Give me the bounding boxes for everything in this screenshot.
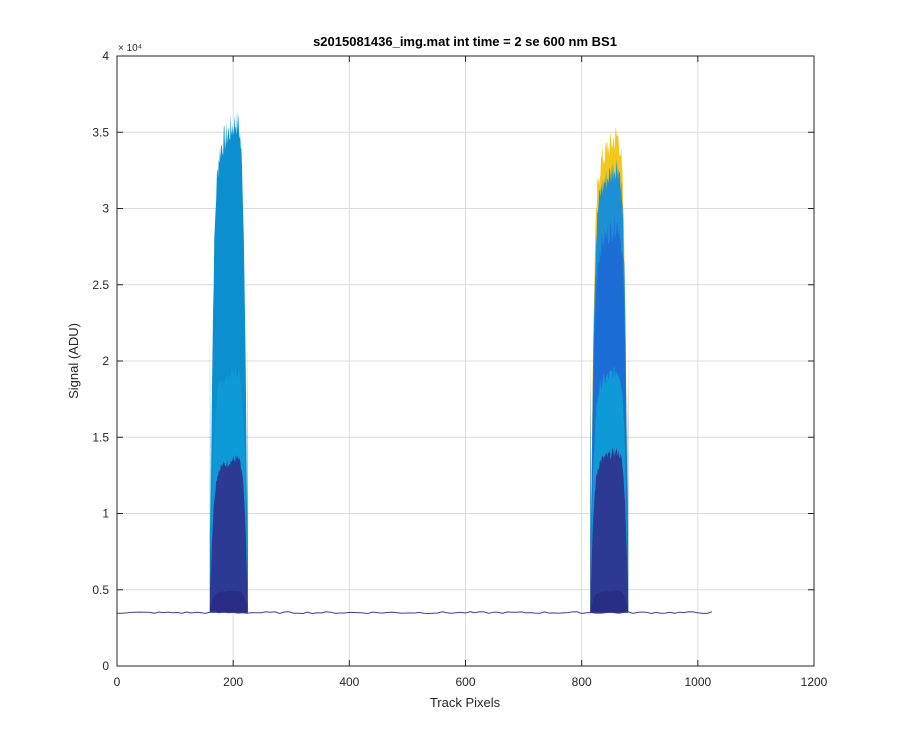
y-tick-label: 1.5 xyxy=(92,430,109,444)
y-tick-label: 4 xyxy=(102,49,109,63)
data-series xyxy=(117,109,712,615)
x-tick-label: 400 xyxy=(339,675,359,689)
x-tick-label: 0 xyxy=(114,675,121,689)
x-tick-label: 200 xyxy=(223,675,243,689)
x-tick-label: 600 xyxy=(455,675,475,689)
chart-title: s2015081436_img.mat int time = 2 se 600 … xyxy=(313,34,617,49)
y-exponent-label: × 10⁴ xyxy=(118,43,142,54)
y-tick-label: 1 xyxy=(102,507,109,521)
peak-1-layer-3 xyxy=(209,455,248,613)
x-tick-label: 800 xyxy=(572,675,592,689)
x-axis-label: Track Pixels xyxy=(430,695,501,710)
peak-2-layer-7 xyxy=(590,590,629,613)
baseline-trace xyxy=(117,611,712,615)
y-tick-label: 2.5 xyxy=(92,278,109,292)
x-tick-label: 1200 xyxy=(801,675,828,689)
y-tick-label: 0.5 xyxy=(92,583,109,597)
axis-ticks: 0 200 400 600 800 1000 1200 0 0.5 1 1.5 2 2.5 3 3.5 4 xyxy=(92,49,827,689)
y-tick-label: 3 xyxy=(102,202,109,216)
peak-2-layer-6 xyxy=(590,447,629,613)
peak-1-layer-4 xyxy=(209,590,248,613)
y-tick-label: 3.5 xyxy=(92,125,109,139)
x-tick-label: 1000 xyxy=(684,675,711,689)
y-axis-label: Signal (ADU) xyxy=(66,323,81,399)
y-tick-label: 2 xyxy=(102,354,109,368)
y-tick-label: 0 xyxy=(102,659,109,673)
